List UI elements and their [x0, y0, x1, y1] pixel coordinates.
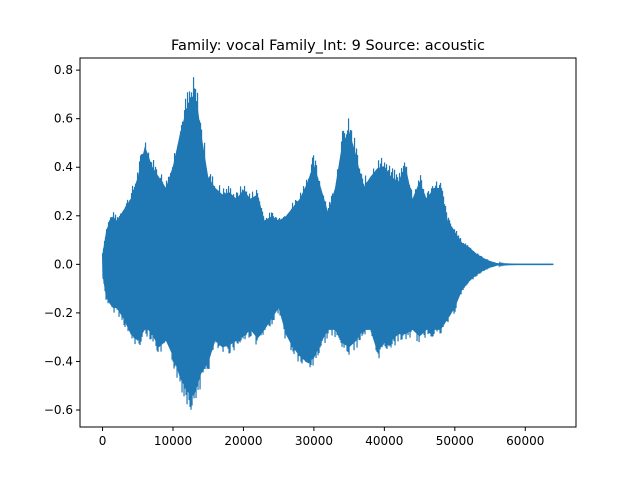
axes: 0 10000 20000 30000 40000 50000 60000 −0.6 −0.4 −…: [44, 57, 577, 448]
axes-frame: [79, 57, 577, 428]
x-tick-label: 10000: [154, 434, 192, 448]
y-tick-label: −0.2: [44, 306, 73, 320]
x-tick-label: 50000: [436, 434, 474, 448]
x-tick-label: 20000: [224, 434, 262, 448]
waveform-envelope-fill: [102, 93, 554, 396]
chart-title: Family: vocal Family_Int: 9 Source: acou…: [171, 38, 485, 54]
y-tick-label: 0.2: [54, 209, 73, 223]
y-tick-label: 0.4: [54, 160, 73, 174]
plot-area: [101, 77, 554, 410]
x-tick-label: 0: [99, 434, 107, 448]
y-tick-label: 0.8: [54, 63, 73, 77]
y-tick-label: 0.0: [54, 257, 73, 271]
x-tick-label: 60000: [506, 434, 544, 448]
y-tick-label: −0.4: [44, 354, 73, 368]
y-tick-label: 0.6: [54, 112, 73, 126]
x-tick-label: 40000: [365, 434, 403, 448]
x-tick-label: 30000: [295, 434, 333, 448]
y-tick-label: −0.6: [44, 403, 73, 417]
